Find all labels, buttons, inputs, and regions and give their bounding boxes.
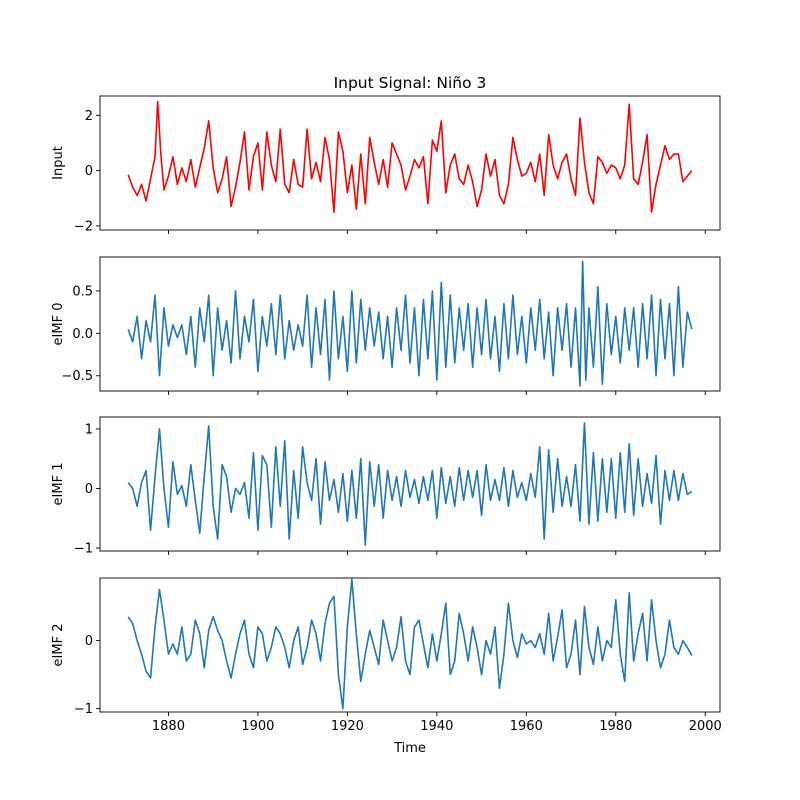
y-axis-label-0: Input (51, 146, 66, 180)
axes-frame-0 (99, 95, 721, 231)
y-tick-label-0-2: 2 (85, 109, 93, 124)
panels: −2 0 2 Input −0.5 0.0 0.5 eIMF 0 −1 0 1 eIMF 1 −1 0 18… (51, 95, 722, 734)
x-axis-label: Time (393, 741, 426, 756)
x-tick-label-0: 1880 (152, 719, 185, 734)
axes-frame-3 (99, 577, 721, 713)
y-axis-label-1: eIMF 0 (51, 303, 66, 346)
panel-1: −0.5 0.0 0.5 eIMF 0 (51, 256, 721, 395)
y-axis-label-2: eIMF 1 (51, 463, 66, 506)
axes-frame-2 (99, 416, 721, 552)
series-line-1 (127, 260, 693, 387)
axes-frame-1 (99, 256, 721, 392)
y-axis-label-3: eIMF 2 (51, 624, 66, 667)
panel-2: −1 0 1 eIMF 1 (51, 416, 721, 557)
y-tick-label-2-2: 1 (85, 422, 93, 437)
y-tick-label-3-1: 0 (85, 634, 93, 649)
y-tick-label-1-1: 0.0 (72, 327, 93, 342)
y-tick-label-1-0: −0.5 (61, 369, 93, 384)
series-line-0 (127, 100, 693, 213)
x-tick-label-1: 1900 (241, 719, 274, 734)
x-tick-label-6: 2000 (689, 719, 722, 734)
y-tick-label-0-0: −2 (74, 219, 93, 234)
x-tick-label-2: 1920 (331, 719, 364, 734)
panel-3: −1 0 1880 1900 1920 1940 1960 1980 2000 eIMF 2 (51, 577, 722, 734)
series-line-2 (127, 422, 693, 546)
chart-title: Input Signal: Niño 3 (334, 74, 487, 92)
series-line-3 (127, 578, 693, 710)
y-tick-label-1-2: 0.5 (72, 284, 93, 299)
x-tick-label-4: 1960 (510, 719, 543, 734)
y-tick-label-3-0: −1 (74, 702, 93, 717)
x-tick-label-3: 1940 (420, 719, 453, 734)
panel-0: −2 0 2 Input (51, 95, 721, 234)
y-tick-label-2-1: 0 (85, 482, 93, 497)
x-tick-label-5: 1980 (599, 719, 632, 734)
y-tick-label-0-1: 0 (85, 164, 93, 179)
y-tick-label-2-0: −1 (74, 542, 93, 557)
